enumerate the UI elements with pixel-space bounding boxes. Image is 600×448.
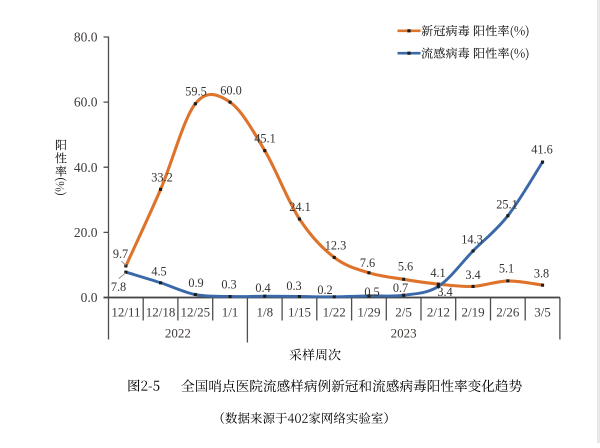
svg-text:5.6: 5.6 [398,259,413,273]
svg-text:2/12: 2/12 [427,305,450,320]
svg-text:12/25: 12/25 [180,305,210,320]
svg-text:7.8: 7.8 [111,280,126,294]
svg-text:0.0: 0.0 [81,290,98,305]
svg-text:12.3: 12.3 [325,238,347,252]
svg-text:41.6: 41.6 [531,142,553,156]
svg-text:0.9: 0.9 [188,276,203,290]
svg-text:0.5: 0.5 [364,285,379,299]
svg-text:12/11: 12/11 [111,305,140,320]
svg-text:40.0: 40.0 [74,160,98,175]
svg-text:1/29: 1/29 [357,305,380,320]
svg-text:0.7: 0.7 [393,281,408,295]
svg-text:12/18: 12/18 [146,305,176,320]
svg-text:14.3: 14.3 [461,232,483,246]
svg-text:20.0: 20.0 [74,225,98,240]
svg-text:3.4: 3.4 [437,285,452,299]
svg-text:2/19: 2/19 [462,305,485,320]
svg-text:1/22: 1/22 [323,305,346,320]
svg-text:4.1: 4.1 [430,266,445,280]
svg-text:4.5: 4.5 [151,264,166,278]
svg-text:60.0: 60.0 [220,83,242,97]
svg-text:2/5: 2/5 [395,305,412,320]
svg-text:7.6: 7.6 [360,256,375,270]
svg-text:3/5: 3/5 [534,305,551,320]
svg-text:0.3: 0.3 [221,277,236,291]
svg-text:2023: 2023 [391,326,417,341]
svg-text:60.0: 60.0 [74,95,98,110]
svg-text:0.2: 0.2 [317,283,332,297]
svg-text:0.4: 0.4 [255,281,270,295]
svg-text:59.5: 59.5 [185,84,207,98]
svg-text:1/15: 1/15 [288,305,311,320]
svg-text:80.0: 80.0 [74,30,98,45]
svg-text:5.1: 5.1 [499,261,514,275]
svg-text:25.1: 25.1 [496,197,518,211]
svg-text:0.3: 0.3 [286,279,301,293]
svg-text:1/8: 1/8 [256,305,273,320]
svg-text:1/1: 1/1 [222,305,239,320]
svg-text:3.8: 3.8 [534,266,549,280]
svg-text:2022: 2022 [165,326,191,341]
svg-text:9.7: 9.7 [113,247,128,261]
svg-text:45.1: 45.1 [254,131,276,145]
svg-text:24.1: 24.1 [289,200,311,214]
svg-text:2/26: 2/26 [496,305,520,320]
svg-text:3.4: 3.4 [465,268,480,282]
svg-text:33.2: 33.2 [151,170,173,184]
